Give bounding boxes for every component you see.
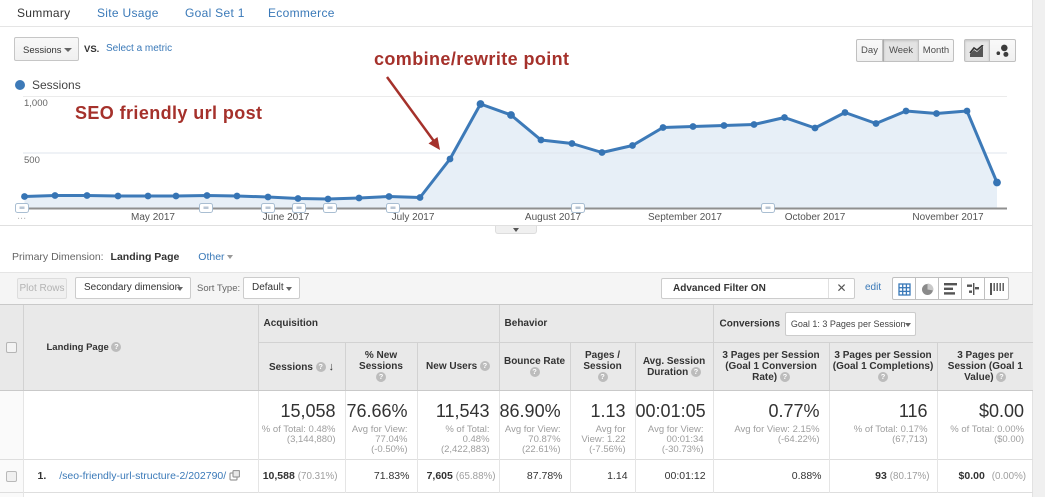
- svg-text:October 2017: October 2017: [785, 212, 846, 223]
- svg-text:June 2017: June 2017: [263, 212, 310, 223]
- svg-text:500: 500: [24, 155, 40, 166]
- svg-text:...: ...: [17, 210, 26, 222]
- svg-text:November 2017: November 2017: [912, 212, 984, 223]
- svg-text:July 2017: July 2017: [392, 212, 435, 223]
- svg-text:1,000: 1,000: [24, 98, 48, 109]
- svg-text:August 2017: August 2017: [525, 212, 582, 223]
- svg-text:September 2017: September 2017: [648, 212, 722, 223]
- svg-text:May 2017: May 2017: [131, 212, 175, 223]
